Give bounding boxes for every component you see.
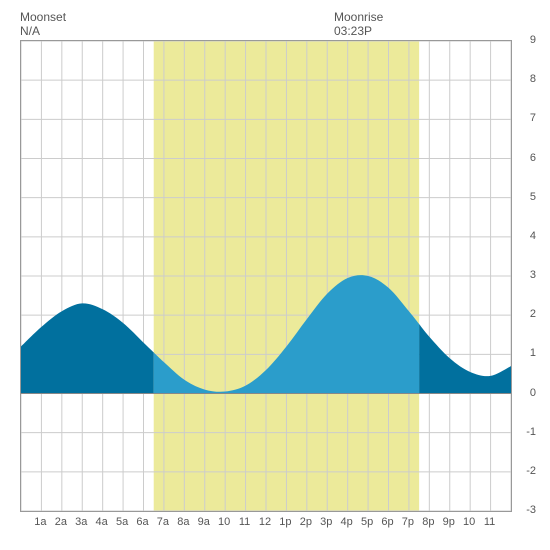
tide-chart: Moonset N/A Moonrise 03:23P 1a 2a 3a 4a 5a 6a… [10, 10, 540, 540]
y-axis-labels: -3-2-10123456789 [516, 40, 536, 510]
y-tick-label: 7 [530, 112, 536, 124]
y-tick-label: 6 [530, 152, 536, 164]
x-tick-label: 7a [157, 516, 169, 528]
x-tick-label: 5p [361, 516, 373, 528]
x-tick-label: 9p [443, 516, 455, 528]
y-tick-label: 8 [530, 73, 536, 85]
x-tick-label: 1a [34, 516, 46, 528]
y-tick-label: -3 [526, 504, 536, 516]
moonrise-value: 03:23P [334, 24, 383, 38]
x-tick-label: 12 [259, 516, 271, 528]
y-tick-label: 4 [530, 230, 536, 242]
y-tick-label: 9 [530, 34, 536, 46]
x-tick-label: 7p [402, 516, 414, 528]
moonset-value: N/A [20, 24, 66, 38]
y-tick-label: -1 [526, 426, 536, 438]
x-tick-label: 8a [177, 516, 189, 528]
moonrise-label: Moonrise [334, 10, 383, 24]
y-tick-label: 5 [530, 191, 536, 203]
x-tick-label: 5a [116, 516, 128, 528]
x-tick-label: 2p [300, 516, 312, 528]
x-tick-label: 6p [381, 516, 393, 528]
x-tick-label: 2a [55, 516, 67, 528]
y-tick-label: 3 [530, 269, 536, 281]
moonset-info: Moonset N/A [20, 10, 66, 38]
plot-area [20, 40, 512, 512]
y-tick-label: 0 [530, 387, 536, 399]
x-tick-label: 1p [279, 516, 291, 528]
x-tick-label: 11 [484, 516, 495, 528]
x-tick-label: 10 [463, 516, 475, 528]
x-tick-label: 4p [341, 516, 353, 528]
x-tick-label: 9a [198, 516, 210, 528]
moonset-label: Moonset [20, 10, 66, 24]
tide-area-night-left [21, 303, 154, 393]
moonrise-info: Moonrise 03:23P [334, 10, 383, 38]
chart-header: Moonset N/A Moonrise 03:23P [10, 10, 540, 40]
x-tick-label: 4a [96, 516, 108, 528]
x-tick-label: 3p [320, 516, 332, 528]
x-tick-label: 3a [75, 516, 87, 528]
x-tick-label: 8p [422, 516, 434, 528]
x-tick-label: 10 [218, 516, 230, 528]
x-tick-label: 6a [136, 516, 148, 528]
chart-svg [21, 41, 511, 511]
y-tick-label: 2 [530, 308, 536, 320]
tide-area-night-right [419, 324, 511, 394]
y-tick-label: -2 [526, 465, 536, 477]
y-tick-label: 1 [530, 347, 536, 359]
x-tick-label: 11 [239, 516, 250, 528]
